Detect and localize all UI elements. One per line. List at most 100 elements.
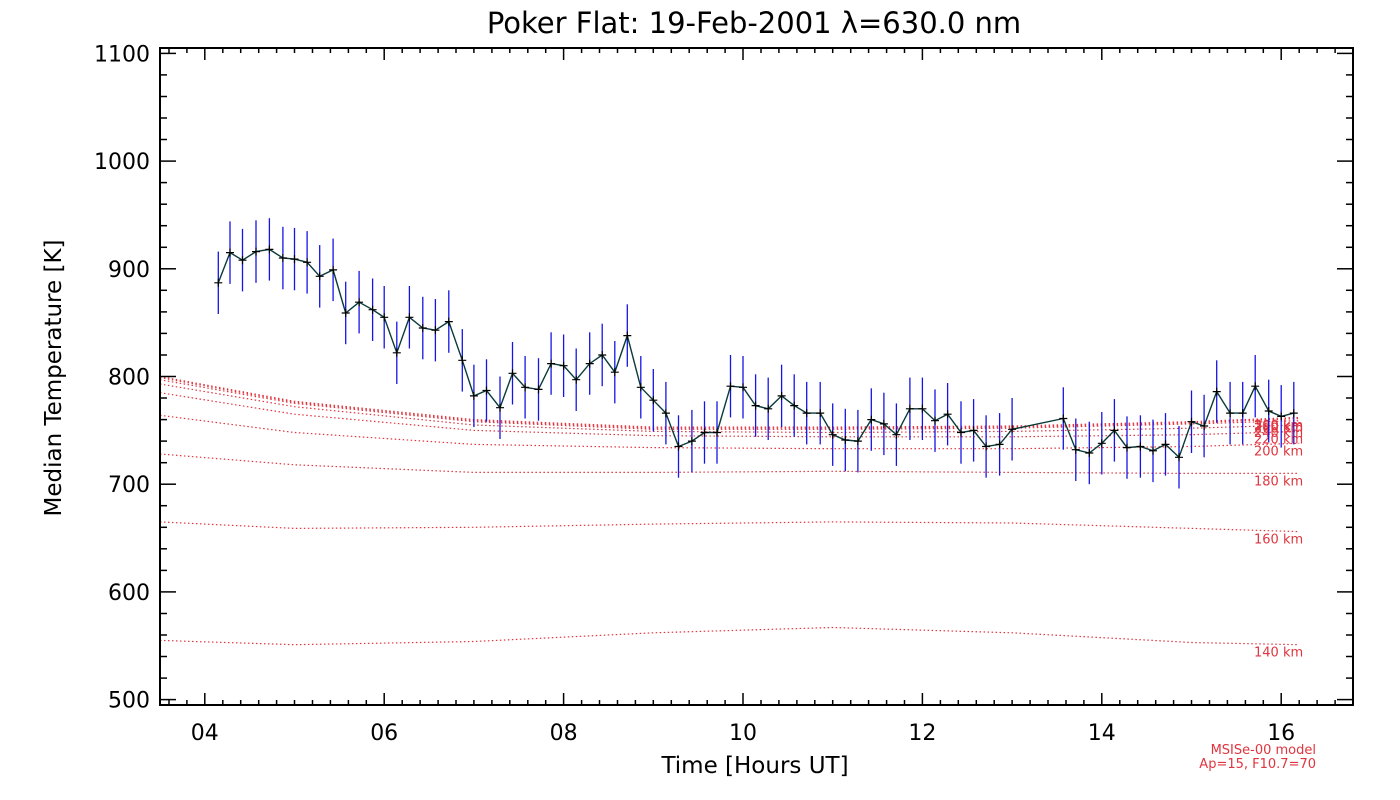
data-point [508, 369, 517, 378]
data-point [957, 428, 965, 437]
data-point [1264, 407, 1273, 415]
data-point [265, 245, 274, 254]
data-point [1175, 453, 1183, 462]
data-point [585, 359, 594, 368]
data-point [802, 409, 811, 418]
y-tick-label: 900 [108, 258, 150, 283]
data-point [649, 396, 658, 405]
model-annotation-line-1: MSISe-00 model [1211, 743, 1316, 758]
data-point [1085, 449, 1094, 457]
model-label-220-km: 220 km [1254, 432, 1303, 447]
data-point [661, 409, 670, 418]
y-tick-label: 1000 [94, 150, 150, 175]
x-tick-label: 10 [729, 721, 757, 746]
data-point [341, 309, 350, 317]
data-point [867, 415, 876, 424]
data-point [816, 409, 825, 418]
x-tick-label: 06 [370, 721, 398, 746]
model-curve-180-km [159, 453, 1300, 474]
data-point [713, 428, 721, 437]
data-point [879, 419, 888, 428]
data-point [1008, 425, 1017, 434]
data-point [482, 386, 491, 395]
data-point [828, 430, 837, 439]
data-point [943, 410, 952, 419]
data-point [496, 403, 504, 412]
data-point [1161, 440, 1170, 449]
model-label-200-km: 200 km [1254, 444, 1303, 459]
data-point [1187, 417, 1196, 426]
model-label-160-km: 160 km [1254, 533, 1303, 548]
data-point [905, 404, 914, 413]
data-point [547, 359, 556, 368]
data-point [610, 368, 619, 377]
error-bars [217, 218, 1295, 489]
data-point [636, 383, 645, 392]
data-point [1289, 409, 1298, 418]
model-curve-200-km [159, 414, 1300, 450]
data-point [892, 430, 901, 439]
model-label-180-km: 180 km [1254, 474, 1303, 489]
data-point [1200, 422, 1209, 430]
data-point [841, 436, 850, 444]
data-point [1251, 382, 1260, 391]
model-annotation-line-2: Ap=15, F10.7=70 [1199, 757, 1316, 772]
y-tick-label: 800 [108, 366, 150, 391]
x-tick-label: 12 [908, 721, 936, 746]
model-curve-280-km [159, 377, 1300, 429]
data-point [1226, 409, 1235, 418]
data-point [982, 442, 991, 451]
data-point [1071, 445, 1080, 454]
data-point [751, 401, 760, 410]
data-point [226, 248, 234, 257]
y-axis-label: Median Temperature [K] [41, 240, 67, 517]
data-point [790, 401, 799, 410]
model-curves [159, 375, 1300, 646]
model-curve-160-km [159, 521, 1300, 533]
data-point [315, 272, 324, 281]
data-point [1123, 443, 1131, 452]
data-point [777, 391, 786, 400]
data-point [418, 324, 427, 332]
model-curve-220-km [159, 392, 1300, 438]
model-label-260-km: 260 km [1254, 422, 1303, 437]
data-point [726, 382, 735, 391]
data-point [380, 313, 389, 322]
data-point [853, 437, 862, 446]
data-point [1059, 414, 1068, 423]
data-point [355, 298, 364, 307]
y-tick-label: 500 [108, 689, 150, 714]
data-point [931, 416, 939, 425]
data-point [303, 258, 312, 267]
plot-frame [159, 47, 1354, 706]
model-label-140-km: 140 km [1254, 646, 1303, 661]
data-point [458, 356, 467, 365]
data-point [559, 361, 568, 370]
measurement-line [217, 248, 1294, 459]
data-point [1149, 446, 1157, 455]
data-point [995, 440, 1004, 449]
model-curve-260-km [159, 379, 1300, 430]
data-point [674, 442, 683, 451]
data-point [469, 391, 478, 400]
model-label-280-km: 280 km [1254, 420, 1303, 435]
data-point [623, 331, 632, 340]
data-point [1110, 426, 1119, 435]
data-point [290, 255, 299, 264]
data-point [700, 428, 709, 437]
data-point [392, 348, 401, 357]
data-point [368, 305, 377, 314]
data-point [764, 404, 773, 413]
data-point [1212, 387, 1221, 396]
data-point [1277, 412, 1286, 421]
chart-title: Poker Flat: 19-Feb-2001 λ=630.0 nm [487, 6, 1021, 40]
model-curve-140-km [159, 626, 1300, 646]
data-point [444, 317, 453, 326]
data-point [521, 383, 530, 392]
x-tick-label: 08 [550, 721, 578, 746]
data-point [278, 254, 287, 262]
x-tick-label: 04 [191, 721, 219, 746]
data-point [431, 326, 440, 335]
